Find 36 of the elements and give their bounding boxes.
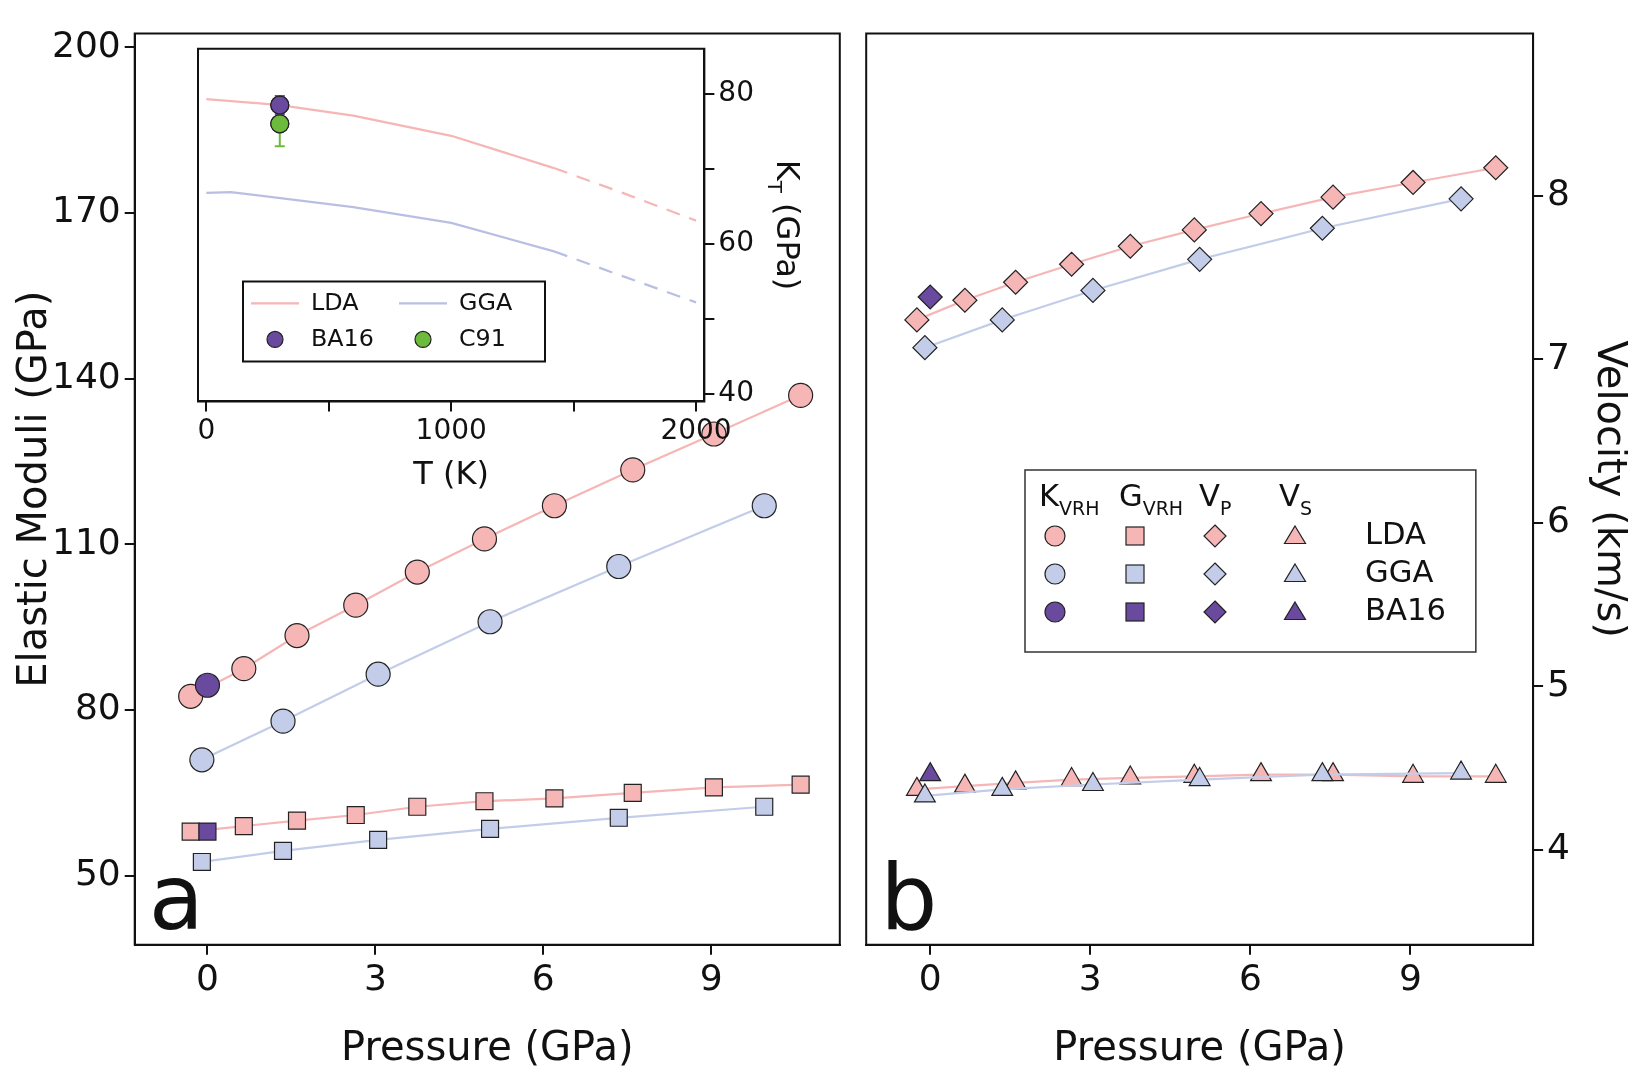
- y2-tick-label: 5: [1547, 662, 1570, 704]
- y2-tick-label: 8: [1547, 171, 1570, 213]
- legend-label: BA16: [311, 323, 374, 352]
- x-axis-title: T (K): [412, 453, 490, 492]
- legend-label: LDA: [311, 287, 360, 316]
- x-tick-label: 1000: [415, 413, 487, 447]
- y-tick-label: 170: [51, 189, 121, 231]
- x-tick-label: 9: [699, 956, 723, 998]
- y2-tick-label: 80: [718, 75, 755, 109]
- x-tick-label: 3: [363, 956, 387, 998]
- legend-label: LDA: [1365, 515, 1427, 551]
- x-tick-label: 0: [196, 956, 219, 998]
- x-tick-label: 0: [197, 413, 216, 447]
- y2-axis-title: KT (GPa): [763, 159, 808, 291]
- y-tick-label: 200: [51, 23, 121, 65]
- annotation: a: [148, 844, 204, 950]
- x-tick-label: 0: [918, 956, 942, 998]
- y2-tick-label: 7: [1547, 335, 1570, 377]
- x-tick-label: 3: [1078, 956, 1102, 998]
- y2-axis-title: Velocity (km/s): [1588, 340, 1628, 638]
- y-tick-label: 80: [74, 686, 121, 728]
- x-tick-label: 6: [1238, 956, 1262, 998]
- legend-label: GGA: [1365, 553, 1434, 589]
- legend-label: GGA: [459, 287, 513, 316]
- legend-label: BA16: [1365, 591, 1446, 627]
- annotation: b: [880, 844, 938, 950]
- y-tick-label: 50: [74, 852, 121, 894]
- y2-tick-label: 6: [1547, 499, 1570, 541]
- x-axis-title: Pressure (GPa): [340, 1023, 634, 1070]
- x-tick-label: 6: [531, 956, 555, 998]
- y2-tick-label: 4: [1547, 826, 1570, 868]
- y2-tick-label: 40: [718, 375, 755, 409]
- x-axis-title: Pressure (GPa): [1053, 1023, 1346, 1070]
- legend-label: C91: [459, 323, 506, 352]
- y2-tick-label: 60: [718, 225, 755, 259]
- x-tick-label: 9: [1398, 956, 1422, 998]
